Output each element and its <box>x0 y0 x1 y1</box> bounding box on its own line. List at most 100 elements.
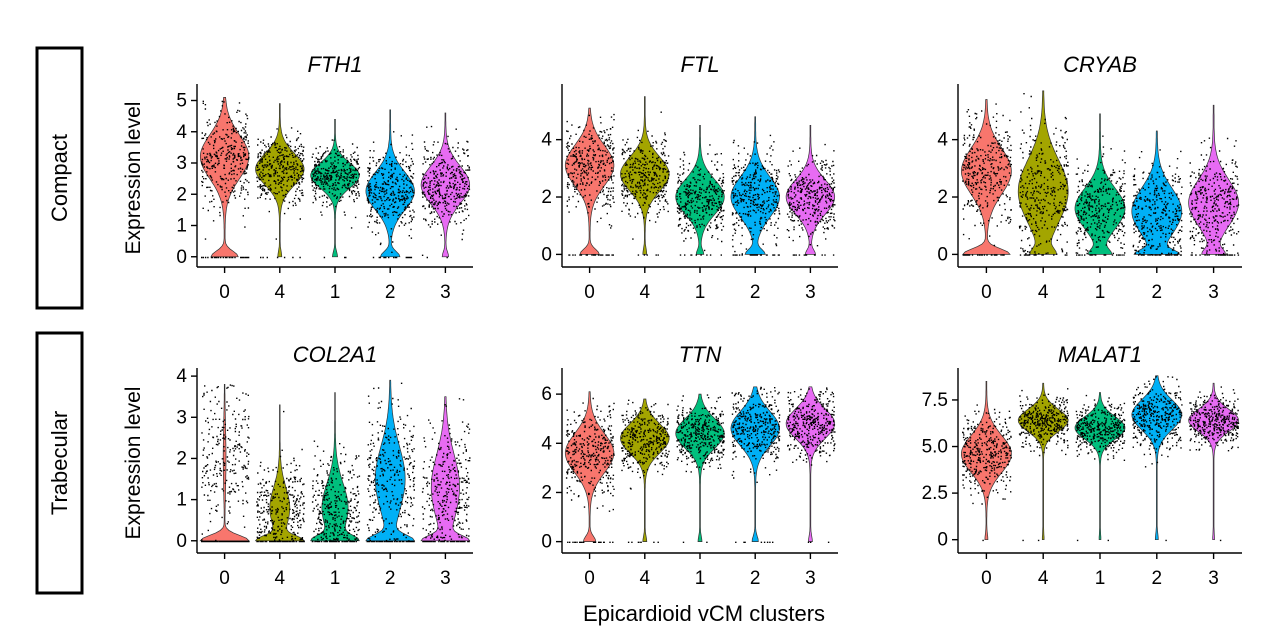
violin-group-2 <box>730 116 781 256</box>
jitter-points-4 <box>1018 93 1069 256</box>
violin-3 <box>1188 104 1239 255</box>
violin-group-0 <box>961 99 1012 256</box>
x-tick-label: 3 <box>805 282 816 303</box>
jitter-points-1 <box>311 139 361 259</box>
jitter-points-4 <box>256 127 305 259</box>
y-tick-label: 2.5 <box>922 483 948 504</box>
x-axis-label: Epicardioid vCM clusters <box>583 601 825 626</box>
row-label-box-compact <box>35 46 84 310</box>
violin-group-4 <box>1017 90 1069 256</box>
y-tick-label: 4 <box>937 130 948 151</box>
violin-group-0 <box>564 107 615 256</box>
panel-title: TTN <box>679 342 722 367</box>
violin-2 <box>1131 375 1183 541</box>
violin-1 <box>310 118 360 258</box>
x-tick-label: 1 <box>1095 568 1106 589</box>
panel-malat1: MALAT1 0 2.5 5.0 7.5 0 4 1 2 3 <box>922 342 1242 589</box>
x-tick-label: 2 <box>750 282 761 303</box>
violin-4 <box>1017 382 1069 541</box>
violin-group-2 <box>365 109 415 259</box>
x-tick-label: 4 <box>1038 282 1049 303</box>
y-tick-label: 0 <box>937 244 948 265</box>
y-tick-label: 4 <box>541 130 552 151</box>
violin-2 <box>1131 130 1183 255</box>
row-label-trabecular: Trabecular <box>35 331 84 595</box>
x-tick-label: 4 <box>640 282 651 303</box>
row-label-text-trabecular: Trabecular <box>47 411 72 515</box>
panel-ftl: FTL 0 2 4 0 4 1 2 3 <box>541 52 838 303</box>
x-tick-label: 2 <box>385 282 396 303</box>
jitter-points-4 <box>256 410 305 543</box>
jitter-points-1 <box>1075 394 1126 542</box>
jitter-points-3 <box>1189 386 1240 542</box>
x-tick-label: 4 <box>1038 568 1049 589</box>
violin-group-0 <box>199 383 250 543</box>
x-tick-label: 2 <box>385 568 396 589</box>
row-label-box-trabecular <box>35 331 84 595</box>
violin-group-3 <box>1188 382 1240 542</box>
x-tick-label: 2 <box>750 568 761 589</box>
violin-group-0 <box>199 97 250 259</box>
violin-group-3 <box>785 124 836 256</box>
jitter-points-0 <box>962 404 1012 542</box>
violin-group-1 <box>1074 113 1126 256</box>
y-tick-label: 1 <box>176 490 187 511</box>
jitter-points-1 <box>311 440 361 543</box>
y-axis-label-bottom: Expression level <box>122 387 145 540</box>
violin-0 <box>199 383 250 542</box>
panel-ttn: TTN 0 2 4 6 0 4 1 2 3 <box>541 342 838 589</box>
panel-fth1: FTH1 0 1 2 3 4 5 0 4 1 2 3 <box>176 52 473 303</box>
x-tick-label: 1 <box>1095 282 1106 303</box>
x-tick-label: 0 <box>584 568 595 589</box>
row-label-compact: Compact <box>35 46 84 310</box>
y-axis-label-top: Expression level <box>122 102 145 255</box>
y-tick-label: 0 <box>176 531 187 552</box>
y-tick-label: 2 <box>937 187 948 208</box>
violin-0 <box>564 107 615 255</box>
y-tick-label: 2 <box>176 184 187 205</box>
y-tick-label: 0 <box>176 247 187 268</box>
violin-3 <box>1188 382 1239 541</box>
x-tick-label: 3 <box>440 568 451 589</box>
jitter-points-0 <box>565 113 615 256</box>
violin-group-0 <box>564 391 615 543</box>
x-tick-label: 3 <box>1208 282 1219 303</box>
y-tick-label: 0 <box>541 244 552 265</box>
violin-group-2 <box>365 379 416 543</box>
violin-group-3 <box>785 386 836 543</box>
y-tick-label: 3 <box>176 407 187 428</box>
x-tick-label: 4 <box>275 282 286 303</box>
violin-2 <box>365 109 415 258</box>
jitter-points-1 <box>1075 135 1126 256</box>
y-tick-label: 3 <box>176 153 187 174</box>
panel-title: FTH1 <box>308 52 363 77</box>
violin-group-1 <box>675 124 725 256</box>
x-tick-label: 0 <box>584 282 595 303</box>
violin-group-4 <box>254 404 305 543</box>
violin-group-3 <box>1188 104 1240 256</box>
panel-title: COL2A1 <box>293 342 377 367</box>
violin-group-4 <box>620 96 670 256</box>
violin-group-3 <box>420 112 471 259</box>
violin-4 <box>254 404 305 542</box>
violin-2 <box>730 386 780 542</box>
violin-group-2 <box>730 386 781 543</box>
violin-2 <box>730 116 780 255</box>
panel-col2a1: COL2A1 0 1 2 3 4 0 4 1 2 3 <box>176 342 473 589</box>
violin-group-1 <box>310 392 361 543</box>
violin-group-1 <box>310 118 361 259</box>
y-tick-label: 1 <box>176 216 187 237</box>
x-tick-label: 1 <box>330 282 341 303</box>
x-tick-label: 2 <box>1152 282 1163 303</box>
jitter-points-3 <box>786 387 836 543</box>
x-tick-label: 4 <box>275 568 286 589</box>
violin-0 <box>961 99 1012 255</box>
violin-4 <box>1017 90 1069 255</box>
violin-0 <box>961 380 1012 541</box>
violin-group-2 <box>1131 130 1183 256</box>
jitter-points-3 <box>786 143 836 256</box>
x-tick-label: 0 <box>981 568 992 589</box>
jitter-points-2 <box>731 134 781 256</box>
